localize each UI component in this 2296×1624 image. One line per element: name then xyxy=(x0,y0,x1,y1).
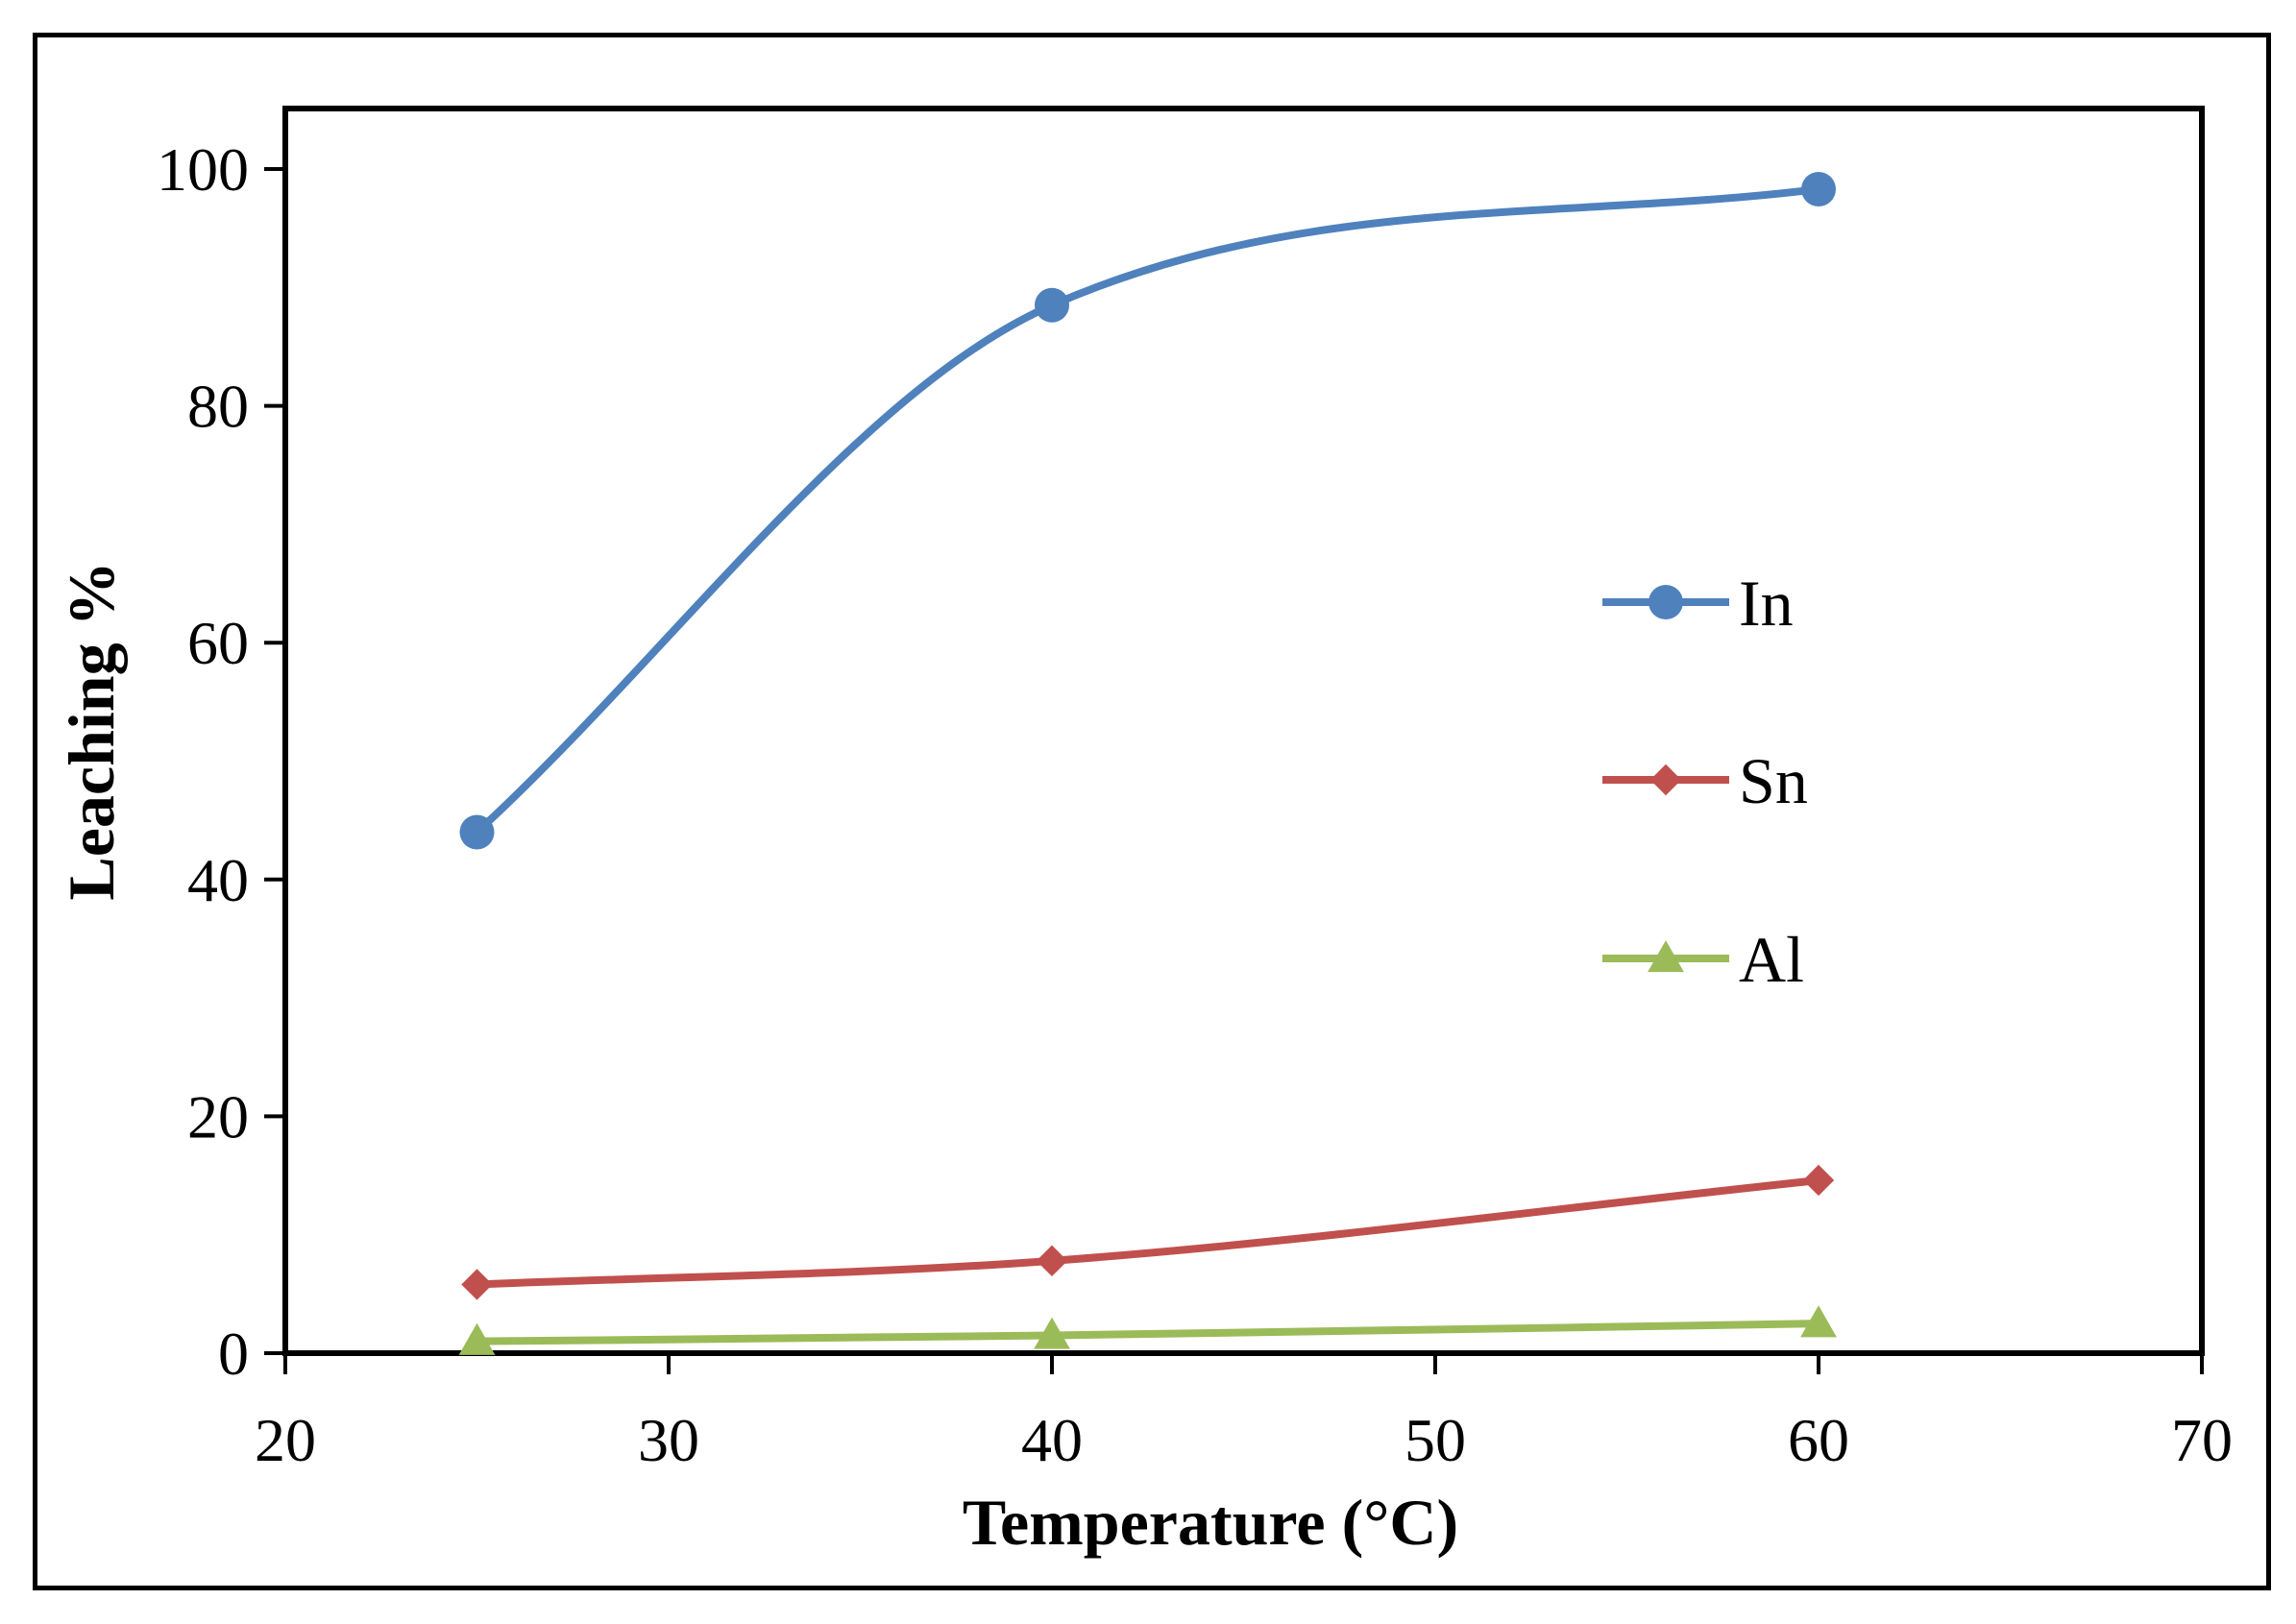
y-axis-ticks: 0 20 40 60 80 100 xyxy=(157,135,285,1388)
x-tick-label: 70 xyxy=(2171,1406,2233,1474)
data-point-sn xyxy=(1802,1164,1835,1197)
x-tick-label: 40 xyxy=(1021,1406,1083,1474)
series-line-sn xyxy=(473,1176,1822,1289)
data-point-sn xyxy=(461,1269,493,1300)
legend-label-in: In xyxy=(1739,567,1794,640)
x-axis-title: Temperature (°C) xyxy=(963,1486,1458,1559)
x-tick-label: 50 xyxy=(1404,1406,1466,1474)
legend-marker-al xyxy=(1648,940,1684,973)
data-point-al xyxy=(458,1322,496,1355)
y-tick-label: 40 xyxy=(187,846,249,914)
y-tick-label: 20 xyxy=(187,1082,249,1151)
y-tick-label: 100 xyxy=(157,135,249,204)
series-markers xyxy=(458,171,1837,1355)
legend-label-al: Al xyxy=(1739,923,1804,996)
data-point-in xyxy=(1035,287,1069,323)
y-tick-label: 80 xyxy=(187,373,249,441)
x-tick-label: 20 xyxy=(255,1406,316,1474)
x-axis-ticks: 20 30 40 50 60 70 xyxy=(255,1353,2233,1474)
y-tick-label: 0 xyxy=(218,1320,249,1388)
data-point-al xyxy=(1800,1305,1837,1338)
data-point-al xyxy=(1034,1317,1070,1349)
data-point-in xyxy=(1801,171,1836,206)
x-tick-label: 30 xyxy=(638,1406,699,1474)
y-tick-label: 60 xyxy=(187,609,249,677)
series-line-al xyxy=(473,1320,1822,1345)
data-point-in xyxy=(459,814,495,850)
plot-area xyxy=(282,106,2205,1356)
legend-marker-in xyxy=(1649,585,1683,619)
legend-marker-sn xyxy=(1649,764,1682,796)
legend-label-sn: Sn xyxy=(1739,744,1808,817)
data-point-sn xyxy=(1036,1245,1068,1277)
x-tick-label: 60 xyxy=(1788,1406,1849,1474)
y-axis-title: Leaching % xyxy=(55,561,128,900)
legend: In Sn Al xyxy=(1602,567,1808,996)
